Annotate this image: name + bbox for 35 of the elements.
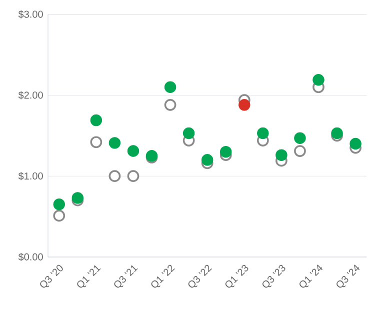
y-tick-label: $2.00 — [18, 91, 43, 100]
x-tick-label: Q1 '24 — [300, 264, 323, 288]
point — [72, 192, 84, 204]
y-tick-label: $3.00 — [18, 10, 43, 18]
point — [90, 136, 102, 148]
point — [312, 74, 324, 86]
x-tick-label: Q3 '23 — [262, 264, 286, 288]
point — [257, 127, 269, 140]
y-tick-label: $0.00 — [18, 252, 43, 262]
point — [331, 127, 343, 140]
point — [238, 99, 250, 111]
point — [164, 81, 176, 93]
point — [53, 210, 66, 222]
x-tick-label: Q3 '20 — [40, 264, 63, 288]
point — [127, 145, 140, 157]
x-tick-label: Q3 '21 — [114, 265, 138, 288]
point — [164, 98, 176, 111]
point — [127, 170, 140, 182]
x-tick-label: Q1 '23 — [225, 264, 248, 288]
point — [294, 132, 306, 144]
point — [108, 170, 121, 182]
x-tick-label: Q3 '24 — [336, 264, 360, 288]
point — [294, 145, 306, 157]
x-tick-label: Q1 '22 — [151, 264, 175, 288]
point — [182, 127, 195, 140]
x-tick-label: Q1 '21 — [77, 265, 101, 288]
point — [90, 114, 102, 126]
point — [276, 149, 288, 161]
x-tick-label: Q3 '22 — [188, 264, 212, 288]
point — [350, 138, 362, 150]
y-tick-label: $1.00 — [18, 172, 43, 180]
point — [220, 146, 232, 158]
point — [53, 198, 65, 210]
point — [201, 154, 214, 166]
point — [108, 137, 121, 149]
